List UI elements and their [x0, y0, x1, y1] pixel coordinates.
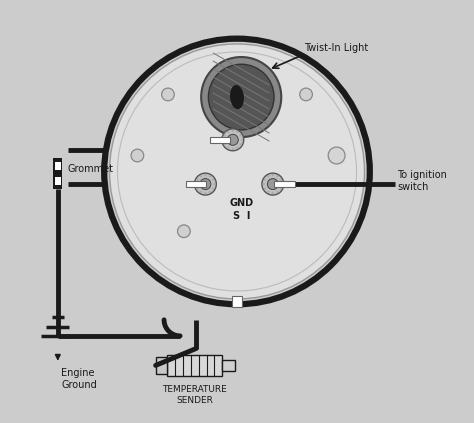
Circle shape [281, 183, 283, 185]
Bar [186, 181, 206, 187]
Circle shape [239, 143, 242, 146]
Circle shape [194, 173, 216, 195]
Circle shape [276, 191, 278, 193]
Circle shape [263, 183, 265, 185]
Circle shape [109, 44, 365, 299]
Circle shape [262, 173, 284, 195]
Circle shape [223, 139, 225, 141]
Circle shape [239, 134, 242, 137]
Text: TEMPERATURE
SENDER: TEMPERATURE SENDER [163, 385, 227, 405]
Circle shape [200, 191, 202, 193]
Circle shape [209, 175, 211, 177]
Circle shape [200, 179, 211, 190]
Circle shape [236, 131, 238, 133]
Circle shape [197, 179, 199, 181]
Circle shape [272, 192, 274, 194]
Ellipse shape [230, 85, 244, 109]
Bar [167, 355, 222, 376]
Bar [55, 162, 61, 170]
Bar [274, 181, 295, 187]
Circle shape [276, 175, 278, 177]
Text: Grommet: Grommet [67, 165, 113, 174]
Circle shape [200, 175, 202, 177]
Circle shape [236, 146, 238, 149]
Circle shape [241, 139, 243, 141]
Bar [53, 158, 63, 190]
Circle shape [209, 191, 211, 193]
Text: Twist-In Light: Twist-In Light [304, 43, 369, 53]
Text: GND: GND [229, 198, 253, 208]
Bar [55, 177, 61, 185]
Circle shape [224, 143, 226, 146]
Circle shape [267, 175, 269, 177]
Circle shape [212, 187, 214, 190]
Circle shape [212, 179, 214, 181]
Circle shape [195, 183, 198, 185]
Circle shape [204, 192, 207, 194]
Circle shape [300, 88, 312, 101]
Circle shape [197, 187, 199, 190]
Circle shape [222, 129, 244, 151]
Circle shape [267, 191, 269, 193]
Circle shape [209, 64, 274, 130]
Circle shape [131, 149, 144, 162]
Circle shape [272, 174, 274, 176]
Circle shape [228, 135, 238, 146]
Circle shape [232, 148, 234, 150]
Text: S  I: S I [233, 211, 250, 221]
Circle shape [227, 131, 229, 133]
Bar [231, 297, 243, 307]
Circle shape [224, 134, 226, 137]
Circle shape [264, 187, 266, 190]
Circle shape [178, 225, 190, 238]
Bar [155, 357, 167, 374]
Circle shape [280, 179, 282, 181]
Circle shape [227, 146, 229, 149]
Text: To ignition
switch: To ignition switch [397, 170, 447, 192]
Bar [222, 360, 235, 371]
Circle shape [201, 57, 281, 137]
Circle shape [204, 174, 207, 176]
Circle shape [232, 130, 234, 132]
Circle shape [162, 88, 174, 101]
Circle shape [328, 147, 345, 164]
Circle shape [267, 179, 278, 190]
Circle shape [213, 183, 216, 185]
Bar [210, 137, 230, 143]
Circle shape [264, 179, 266, 181]
Circle shape [280, 187, 282, 190]
Text: Engine
Ground: Engine Ground [61, 368, 97, 390]
